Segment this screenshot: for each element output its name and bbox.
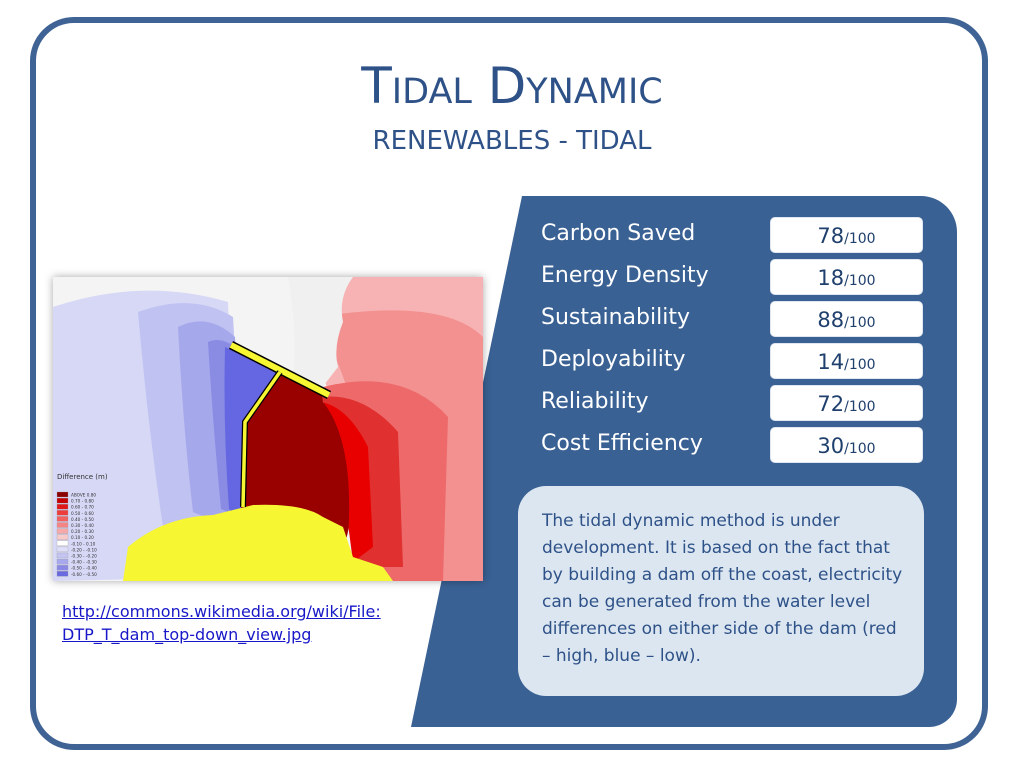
- metric-max: /100: [844, 231, 876, 247]
- metric-score: 72: [817, 392, 845, 416]
- metric-label: Reliability: [541, 389, 649, 414]
- legend-label: 0.50 - 0.60: [71, 511, 94, 516]
- legend-label: 0.20 - 0.30: [71, 529, 94, 534]
- legend-label: -0.40 - -0.30: [71, 560, 97, 565]
- metric-score-box: 14/100: [770, 343, 923, 379]
- legend-label: ABOVE 0.80: [71, 493, 96, 498]
- legend-title: Difference (m): [57, 473, 108, 481]
- legend-swatch: [56, 571, 69, 577]
- legend-label: -0.30 - -0.20: [71, 554, 97, 559]
- metric-score-box: 88/100: [770, 301, 923, 337]
- metric-row-deployability: Deployability 14/100: [541, 342, 925, 384]
- legend-swatch: [56, 534, 69, 540]
- metric-row-cost-efficiency: Cost Efficiency 30/100: [541, 426, 925, 468]
- legend-swatch: [56, 546, 69, 553]
- description-box: The tidal dynamic method is under develo…: [518, 486, 924, 696]
- legend: ABOVE 0.800.70 - 0.800.60 - 0.700.50 - 0…: [56, 491, 97, 577]
- metric-max: /100: [844, 399, 876, 415]
- legend-swatch: [56, 558, 69, 565]
- legend-label: 0.60 - 0.70: [71, 505, 94, 510]
- legend-label: 0.30 - 0.40: [71, 523, 94, 528]
- metric-score: 18: [817, 266, 845, 290]
- legend-swatch: [56, 504, 69, 510]
- metric-label: Carbon Saved: [541, 221, 696, 246]
- metrics-list: Carbon Saved 78/100 Energy Density 18/10…: [541, 216, 925, 468]
- legend-swatch: [56, 516, 69, 522]
- metric-label: Deployability: [541, 347, 686, 372]
- tidal-dam-map-graphic: Difference (m) ABOVE 0.800.70 - 0.800.60…: [53, 277, 483, 581]
- metric-label: Cost Efficiency: [541, 431, 703, 456]
- legend-swatch: [56, 565, 69, 571]
- metric-row-energy-density: Energy Density 18/100: [541, 258, 925, 300]
- metric-score-box: 30/100: [770, 427, 923, 463]
- metric-score: 78: [817, 224, 845, 248]
- legend-label: -0.20 - -0.10: [71, 547, 97, 552]
- metric-label: Sustainability: [541, 305, 690, 330]
- legend-swatch: [56, 528, 69, 534]
- metric-row-sustainability: Sustainability 88/100: [541, 300, 925, 342]
- source-link-line1[interactable]: http://commons.wikimedia.org/wiki/File:: [62, 602, 381, 621]
- metric-score: 14: [817, 350, 845, 374]
- legend-label: -0.60 - -0.50: [71, 572, 97, 577]
- legend-label: -0.10 - 0.10: [71, 541, 96, 546]
- tidal-dam-map-image: Difference (m) ABOVE 0.80 0.70 - 0.80 0.60…: [53, 277, 483, 581]
- image-source-link[interactable]: http://commons.wikimedia.org/wiki/File: …: [62, 600, 407, 646]
- metric-row-carbon-saved: Carbon Saved 78/100: [541, 216, 925, 258]
- metric-max: /100: [844, 441, 876, 457]
- legend-swatch: [56, 510, 69, 516]
- metric-max: /100: [844, 273, 876, 289]
- legend-label: 0.70 - 0.80: [71, 499, 94, 504]
- legend-swatch: [56, 540, 69, 546]
- legend-swatch: [56, 552, 69, 559]
- metric-score-box: 18/100: [770, 259, 923, 295]
- metric-row-reliability: Reliability 72/100: [541, 384, 925, 426]
- legend-label: 0.10 - 0.20: [71, 535, 94, 540]
- metric-score: 30: [817, 434, 845, 458]
- legend-label: -0.50 - -0.40: [71, 566, 97, 571]
- metric-label: Energy Density: [541, 263, 709, 288]
- legend-swatch: [56, 497, 69, 504]
- legend-swatch: [56, 522, 69, 528]
- metric-score-box: 78/100: [770, 217, 923, 253]
- slide-subtitle: RENEWABLES - TIDAL: [372, 126, 652, 156]
- metric-score-box: 72/100: [770, 385, 923, 421]
- metric-max: /100: [844, 357, 876, 373]
- source-link-line2[interactable]: DTP_T_dam_top-down_view.jpg: [62, 625, 312, 644]
- slide-title: Tidal Dynamic: [361, 57, 663, 115]
- metric-score: 88: [817, 308, 845, 332]
- legend-swatch: [56, 491, 69, 498]
- legend-label: 0.40 - 0.50: [71, 517, 94, 522]
- metric-max: /100: [844, 315, 876, 331]
